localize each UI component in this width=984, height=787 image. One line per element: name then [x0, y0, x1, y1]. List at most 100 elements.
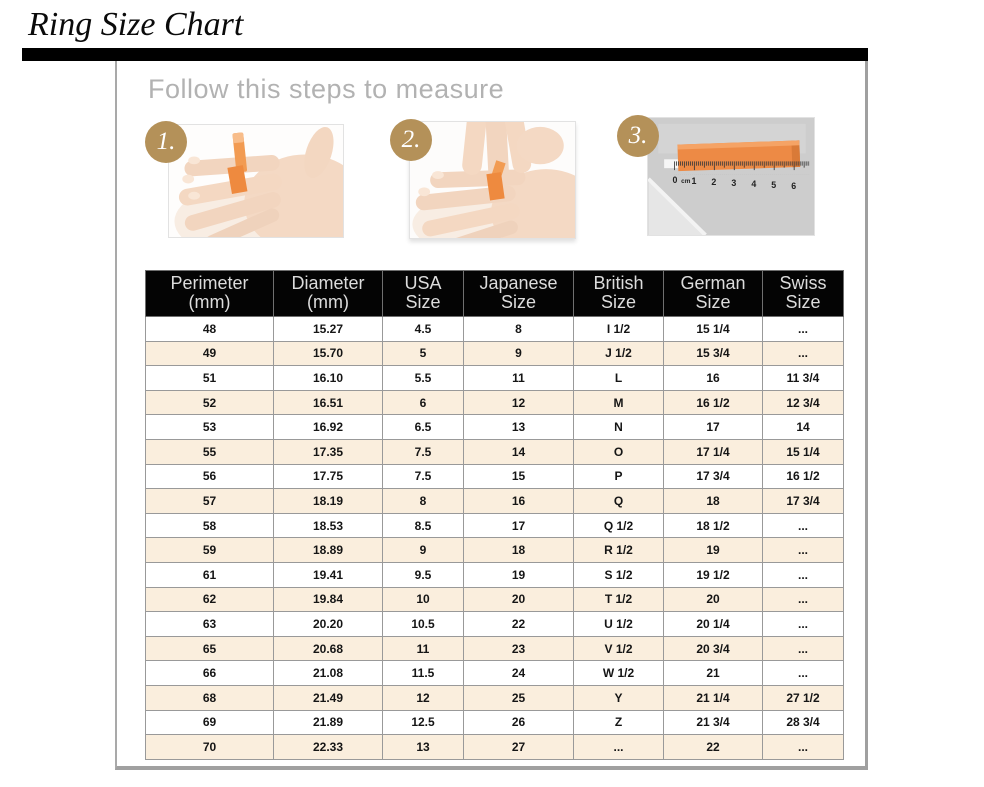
table-cell: 18.89: [273, 537, 383, 563]
table-row: 51 16.10 5.5 11 L 16 11 3/4: [145, 365, 844, 391]
table-cell: 11 3/4: [762, 365, 844, 391]
table-cell: 20: [463, 586, 574, 613]
table-row: 49 15.70 5 9 J 1/2 15 3/4...: [145, 340, 844, 367]
ruler-ticks: [673, 161, 810, 175]
column-header: Swiss Size: [762, 270, 844, 317]
page-title: Ring Size Chart: [28, 6, 244, 43]
table-cell: 52: [145, 389, 274, 416]
table-cell: 21.49: [273, 684, 383, 711]
table-row: 68 21.49 12 25 Y 21 1/4 27 1/2: [145, 684, 844, 711]
table-cell: 19.41: [273, 561, 383, 588]
table-cell: 20.20: [273, 611, 383, 637]
step-1-photo: [168, 124, 344, 238]
content-panel: [115, 61, 868, 770]
table-cell: 15.70: [273, 340, 383, 367]
table-cell: 9: [463, 340, 574, 367]
table-row: 52 16.51 6 12 M 16 1/2 12 3/4: [145, 389, 844, 416]
table-cell: 48: [145, 316, 274, 342]
steps-heading: Follow this steps to measure: [148, 74, 505, 104]
table-cell: ...: [762, 537, 844, 563]
table-cell: 15 1/4: [762, 438, 844, 465]
table-cell: 53: [145, 414, 274, 440]
table-cell: 63: [145, 611, 274, 637]
table-cell: M: [573, 389, 664, 416]
table-cell: 12: [382, 684, 464, 711]
ruler-label: 6: [791, 181, 796, 191]
step-3-badge: 3.: [617, 115, 659, 157]
table-cell: 20 3/4: [663, 635, 763, 662]
table-row: 70 22.33 13 27... 22...: [145, 734, 844, 760]
table-row: 55 17.35 7.5 14 O 17 1/4 15 1/4: [145, 438, 844, 465]
column-header: Perimeter (mm): [145, 270, 274, 317]
table-cell: ...: [762, 561, 844, 588]
table-row: 63 20.20 10.5 22 U 1/2 20 1/4...: [145, 611, 844, 637]
step-2-photo: [409, 121, 576, 239]
table-cell: 28 3/4: [762, 709, 844, 736]
step-1-badge: 1.: [145, 121, 187, 163]
ruler-label: 1: [691, 176, 696, 186]
table-cell: 24: [463, 660, 574, 686]
table-cell: N: [573, 414, 664, 440]
column-header: Japanese Size: [463, 270, 574, 317]
table-cell: 6.5: [382, 414, 464, 440]
table-cell: 22: [663, 734, 763, 760]
table-row: 65 20.68 11 23 V 1/2 20 3/4...: [145, 635, 844, 662]
table-cell: 22.33: [273, 734, 383, 760]
table-cell: O: [573, 438, 664, 465]
step-1-number: 1.: [156, 128, 176, 155]
table-cell: 13: [463, 414, 574, 440]
table-cell: 7.5: [382, 463, 464, 490]
step-2-badge: 2.: [390, 119, 432, 161]
table-cell: 15: [463, 463, 574, 490]
table-cell: 25: [463, 684, 574, 711]
table-cell: U 1/2: [573, 611, 664, 637]
table-cell: 21.89: [273, 709, 383, 736]
table-row: 61 19.41 9.5 19 S 1/2 19 1/2...: [145, 561, 844, 588]
table-cell: 62: [145, 586, 274, 613]
table-cell: 16 1/2: [663, 389, 763, 416]
hand-shape: [178, 126, 343, 237]
ruler-label: 0: [672, 175, 677, 185]
table-cell: J 1/2: [573, 340, 664, 367]
table-body: 48 15.27 4.5 8 I 1/2 15 1/4... 49 15.70 5 9 J 1/2 1…: [145, 316, 844, 760]
table-row: 69 21.89 12.5 26 Z 21 3/4 28 3/4: [145, 709, 844, 736]
table-cell: 16.51: [273, 389, 383, 416]
table-cell: 19: [663, 537, 763, 563]
ruler-zero-gap: [664, 159, 680, 169]
table-cell: Q 1/2: [573, 512, 664, 539]
table-cell: 21.08: [273, 660, 383, 686]
ruler-label: 2: [711, 177, 716, 187]
table-cell: 18: [463, 537, 574, 563]
tape-strip: [227, 132, 248, 194]
table-cell: 16: [663, 365, 763, 391]
ruler-numbers: 0 cm 1 2 3 4 5 6: [672, 175, 796, 191]
table-cell: 17 1/4: [663, 438, 763, 465]
table-cell: L: [573, 365, 664, 391]
paper-fold-edge: [648, 177, 707, 235]
table-cell: 65: [145, 635, 274, 662]
table-cell: 21 1/4: [663, 684, 763, 711]
table-row: 53 16.92 6.5 13 N 17 14: [145, 414, 844, 440]
table-cell: 69: [145, 709, 274, 736]
ruler-label: cm: [681, 178, 691, 185]
table-cell: 20: [663, 586, 763, 613]
step-2-number: 2.: [401, 126, 421, 153]
ruler-graphic: 0 cm 1 2 3 4 5 6: [648, 118, 814, 235]
table-cell: 6: [382, 389, 464, 416]
table-cell: 56: [145, 463, 274, 490]
table-cell: 27: [463, 734, 574, 760]
column-header: USA Size: [382, 270, 464, 317]
table-cell: 4.5: [382, 316, 464, 342]
hands-marking-graphic: [410, 122, 575, 238]
table-cell: P: [573, 463, 664, 490]
table-cell: 10.5: [382, 611, 464, 637]
table-cell: 51: [145, 365, 274, 391]
table-row: 57 18.19 8 16 Q 18 17 3/4: [145, 488, 844, 514]
ruler-label: 3: [731, 178, 736, 188]
table-cell: 18 1/2: [663, 512, 763, 539]
table-cell: ...: [573, 734, 664, 760]
table-cell: 27 1/2: [762, 684, 844, 711]
title-underline-bar: [22, 48, 868, 61]
step-3-number: 3.: [628, 122, 648, 149]
table-cell: 16.10: [273, 365, 383, 391]
